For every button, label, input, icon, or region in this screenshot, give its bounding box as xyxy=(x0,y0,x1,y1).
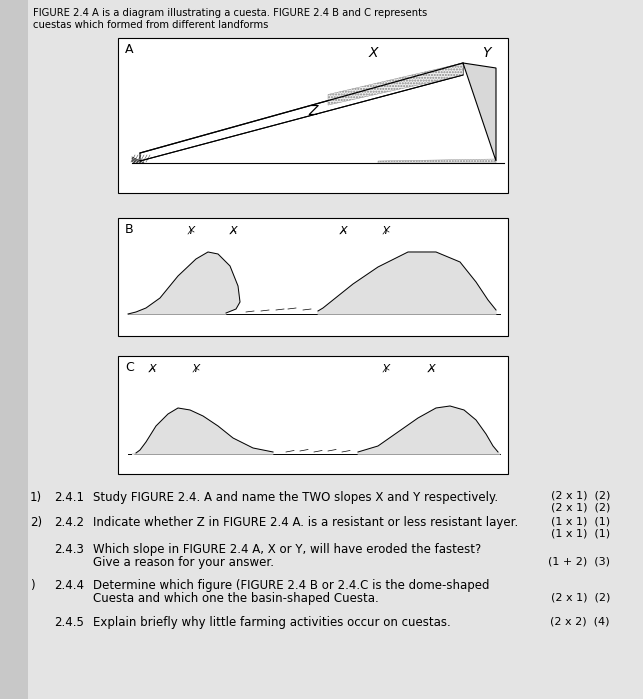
Polygon shape xyxy=(318,252,496,314)
Text: Study FIGURE 2.4. A and name the TWO slopes X and Y respectively.: Study FIGURE 2.4. A and name the TWO slo… xyxy=(93,491,498,504)
Text: cuestas which formed from different landforms: cuestas which formed from different land… xyxy=(33,20,268,30)
Text: Y: Y xyxy=(188,226,194,236)
Text: ): ) xyxy=(30,579,35,592)
Text: Determine which figure (FIGURE 2.4 B or 2.4.C is the dome-shaped: Determine which figure (FIGURE 2.4 B or … xyxy=(93,579,489,592)
Polygon shape xyxy=(463,63,496,161)
Text: (1 x 1)  (1): (1 x 1) (1) xyxy=(551,516,610,526)
Text: 2.4.5: 2.4.5 xyxy=(54,616,84,629)
Text: Give a reason for your answer.: Give a reason for your answer. xyxy=(93,556,274,569)
Text: Z: Z xyxy=(308,104,318,118)
Text: (2 x 1)  (2): (2 x 1) (2) xyxy=(550,592,610,602)
Text: Y: Y xyxy=(383,364,390,374)
Text: (1 x 1)  (1): (1 x 1) (1) xyxy=(551,528,610,538)
Polygon shape xyxy=(378,159,496,163)
Text: (2 x 2)  (4): (2 x 2) (4) xyxy=(550,616,610,626)
Text: Indicate whether Z in FIGURE 2.4 A. is a resistant or less resistant layer.: Indicate whether Z in FIGURE 2.4 A. is a… xyxy=(93,516,518,529)
Text: 2.4.1: 2.4.1 xyxy=(54,491,84,504)
Text: 2): 2) xyxy=(30,516,42,529)
Polygon shape xyxy=(328,63,463,105)
Text: (2 x 1)  (2): (2 x 1) (2) xyxy=(550,503,610,513)
Text: Y: Y xyxy=(193,364,199,374)
Text: 1): 1) xyxy=(30,491,42,504)
Text: X: X xyxy=(368,46,377,60)
Polygon shape xyxy=(132,408,273,454)
Text: (1 + 2)  (3): (1 + 2) (3) xyxy=(548,556,610,566)
Bar xyxy=(118,356,508,474)
Text: Cuesta and which one the basin-shaped Cuesta.: Cuesta and which one the basin-shaped Cu… xyxy=(93,592,379,605)
Text: X: X xyxy=(148,364,156,374)
Bar xyxy=(118,218,508,336)
Bar xyxy=(118,38,508,193)
Text: Y: Y xyxy=(482,46,490,60)
Text: Which slope in FIGURE 2.4 A, X or Y, will have eroded the fastest?: Which slope in FIGURE 2.4 A, X or Y, wil… xyxy=(93,543,481,556)
Text: 2.4.4: 2.4.4 xyxy=(54,579,84,592)
Polygon shape xyxy=(140,63,463,161)
Text: 2.4.3: 2.4.3 xyxy=(54,543,84,556)
Text: X: X xyxy=(229,226,237,236)
Text: 2.4.2: 2.4.2 xyxy=(54,516,84,529)
Text: A: A xyxy=(125,43,134,56)
Text: Explain briefly why little farming activities occur on cuestas.: Explain briefly why little farming activ… xyxy=(93,616,451,629)
Text: B: B xyxy=(125,223,134,236)
Text: Y: Y xyxy=(383,226,390,236)
Text: X: X xyxy=(427,364,435,374)
Text: FIGURE 2.4 A is a diagram illustrating a cuesta. FIGURE 2.4 B and C represents: FIGURE 2.4 A is a diagram illustrating a… xyxy=(33,8,427,18)
Text: X: X xyxy=(340,226,347,236)
Text: (2 x 1)  (2): (2 x 1) (2) xyxy=(550,491,610,501)
Polygon shape xyxy=(128,252,240,314)
Polygon shape xyxy=(358,406,500,454)
Text: C: C xyxy=(125,361,134,374)
